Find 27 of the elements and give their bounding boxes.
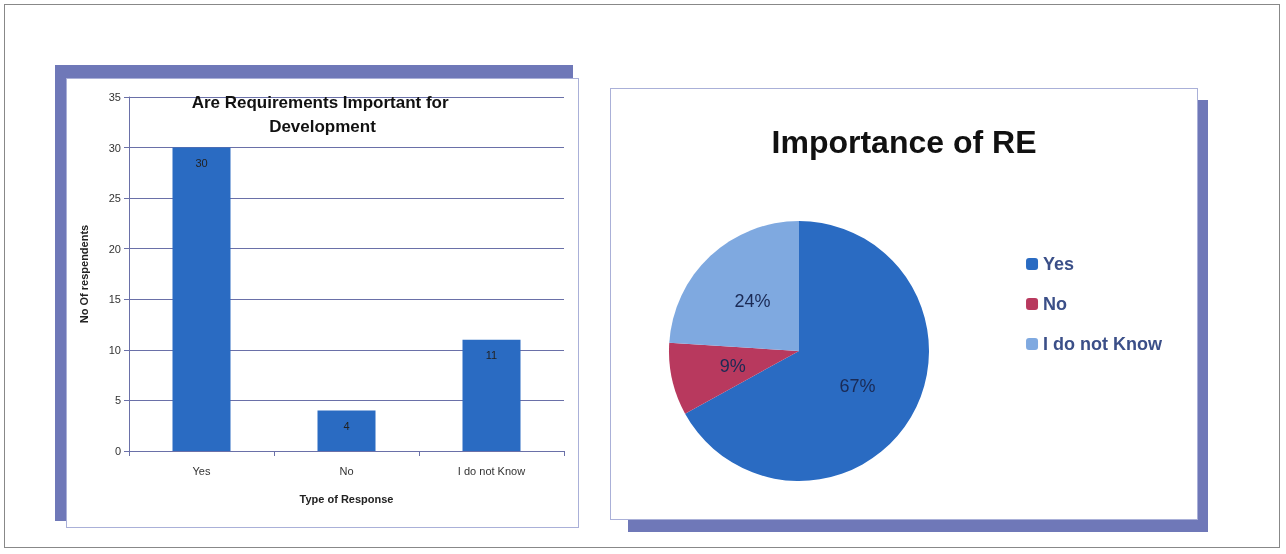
y-tick-label: 5 (114, 394, 121, 407)
bar (317, 410, 376, 451)
y-tick-label: 15 (108, 293, 121, 306)
y-tick-label: 0 (114, 445, 121, 457)
y-tick-label: 20 (108, 242, 121, 255)
y-tick-label: 30 (108, 141, 121, 154)
x-tick-label: No (339, 464, 354, 477)
data-label: 24% (734, 291, 771, 312)
y-tick-label: 35 (108, 91, 121, 103)
legend-label: Yes (1043, 254, 1075, 274)
y-axis-title: No Of respendents (77, 224, 90, 324)
y-tick-label: 25 (108, 192, 121, 205)
data-label: 9% (719, 355, 746, 376)
chart-title: Are Requirements Important for Development (191, 92, 454, 136)
x-tick-label: Yes (192, 464, 211, 477)
y-tick-label: 10 (108, 343, 121, 356)
x-axis-title: Type of Response (299, 492, 394, 505)
x-tick-label: I do not Know (457, 464, 526, 477)
bar (172, 147, 231, 451)
data-label: 11 (485, 349, 498, 362)
data-label: 4 (343, 420, 350, 433)
legend-label: I do not Know (1043, 334, 1163, 354)
chart-title: Importance of RE (771, 124, 1037, 160)
data-label: 67% (839, 375, 876, 396)
legend-label: No (1043, 294, 1068, 314)
bar (462, 339, 521, 451)
data-label: 30 (195, 157, 208, 170)
